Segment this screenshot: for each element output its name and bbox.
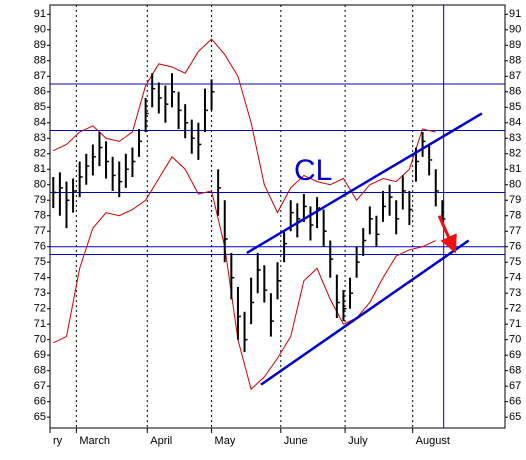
y-tick-label: 79 [34, 194, 46, 206]
y-tick-label-right: 87 [509, 70, 521, 82]
x-tick-label: ry [53, 435, 63, 447]
y-tick-label: 89 [34, 39, 46, 51]
y-tick-label-right: 75 [509, 256, 521, 268]
y-tick-label-right: 66 [509, 396, 521, 408]
y-tick-label: 81 [34, 163, 46, 175]
y-tick-label-right: 82 [509, 148, 521, 160]
y-tick-label: 85 [34, 101, 46, 113]
y-tick-label-right: 72 [509, 303, 521, 315]
y-tick-label-right: 86 [509, 86, 521, 98]
x-tick-label: June [284, 435, 308, 447]
y-tick-label: 67 [34, 380, 46, 392]
y-tick-label-right: 77 [509, 225, 521, 237]
y-tick-label-right: 74 [509, 272, 521, 284]
y-tick-label-right: 76 [509, 241, 521, 253]
y-tick-label-right: 69 [509, 349, 521, 361]
y-tick-label: 68 [34, 365, 46, 377]
y-tick-label: 65 [34, 411, 46, 423]
x-tick-label: May [215, 435, 236, 447]
y-tick-label-right: 83 [509, 132, 521, 144]
x-tick-label: August [416, 435, 450, 447]
y-tick-label: 82 [34, 148, 46, 160]
y-tick-label-right: 90 [509, 24, 521, 36]
y-tick-label: 87 [34, 70, 46, 82]
y-tick-label: 84 [34, 117, 46, 129]
y-tick-label-right: 91 [509, 8, 521, 20]
band-upper [53, 38, 436, 214]
y-tick-label-right: 67 [509, 380, 521, 392]
y-tick-label: 88 [34, 55, 46, 67]
y-tick-label-right: 81 [509, 163, 521, 175]
annotation: CL [294, 154, 332, 187]
y-tick-label: 70 [34, 334, 46, 346]
x-tick-label: March [79, 435, 110, 447]
y-tick-label: 66 [34, 396, 46, 408]
y-tick-label: 73 [34, 287, 46, 299]
plot-frame [49, 4, 506, 429]
y-tick-label-right: 88 [509, 55, 521, 67]
y-tick-label: 75 [34, 256, 46, 268]
y-tick-label-right: 73 [509, 287, 521, 299]
y-tick-label: 91 [34, 8, 46, 20]
channel-line [246, 112, 483, 254]
band-lower [53, 156, 436, 391]
y-tick-label-right: 80 [509, 179, 521, 191]
y-tick-label: 72 [34, 303, 46, 315]
y-tick-label-right: 89 [509, 39, 521, 51]
channel-line [260, 239, 470, 386]
y-tick-label: 86 [34, 86, 46, 98]
y-tick-label-right: 79 [509, 194, 521, 206]
y-tick-label: 90 [34, 24, 46, 36]
y-tick-label: 77 [34, 225, 46, 237]
y-tick-label-right: 78 [509, 210, 521, 222]
y-tick-label: 78 [34, 210, 46, 222]
y-tick-label-right: 68 [509, 365, 521, 377]
y-tick-label-right: 65 [509, 411, 521, 423]
arrow [437, 215, 457, 254]
y-tick-label: 83 [34, 132, 46, 144]
y-tick-label-right: 85 [509, 101, 521, 113]
x-tick-label: July [348, 435, 368, 447]
y-tick-label-right: 84 [509, 117, 521, 129]
y-tick-label: 69 [34, 349, 46, 361]
y-tick-label: 71 [34, 318, 46, 330]
y-tick-label-right: 71 [509, 318, 521, 330]
x-tick-label: April [150, 435, 172, 447]
y-tick-label-right: 70 [509, 334, 521, 346]
y-tick-label: 76 [34, 241, 46, 253]
y-tick-label: 80 [34, 179, 46, 191]
y-tick-label: 74 [34, 272, 46, 284]
